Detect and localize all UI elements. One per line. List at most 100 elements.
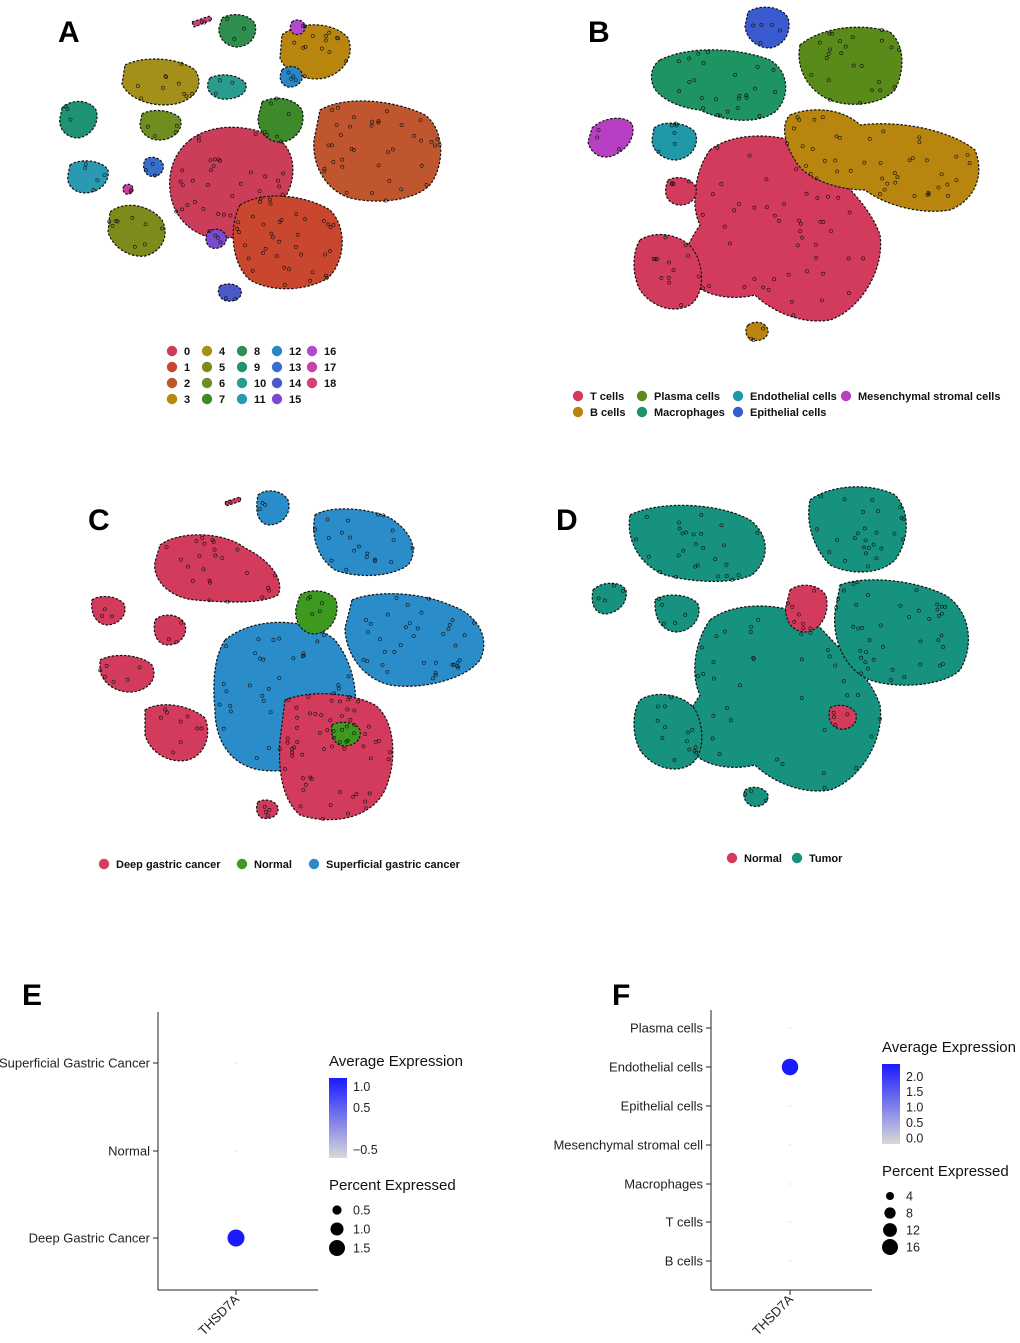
- cell-dot: [777, 218, 781, 223]
- cell-dot: [373, 739, 378, 744]
- cell-dot: [457, 658, 462, 663]
- cell-dot: [68, 117, 73, 122]
- deep-cluster-h: [224, 496, 242, 507]
- cell-dot: [300, 776, 305, 781]
- cell-dot: [808, 626, 813, 631]
- cell-dot: [132, 244, 137, 249]
- cell-dot: [216, 235, 220, 240]
- cell-dot: [419, 610, 424, 615]
- cell-dot: [385, 612, 390, 617]
- cell-dot: [602, 598, 607, 603]
- cell-dot: [612, 583, 616, 588]
- panel-c-label: C: [88, 504, 110, 537]
- cell-dot: [258, 656, 263, 661]
- legend-label-1-3: Macrophages: [654, 407, 725, 419]
- cell-dot: [209, 168, 213, 173]
- legend-label-0-10: 10: [254, 378, 266, 390]
- cell-dot: [143, 222, 148, 227]
- cell-dot: [322, 747, 326, 751]
- cell-dot: [257, 199, 262, 204]
- cell-dot: [936, 638, 941, 643]
- cell-dot: [383, 198, 388, 203]
- cell-dot: [634, 537, 638, 542]
- cell-dot: [827, 31, 832, 36]
- cell-dot: [328, 718, 333, 723]
- legend-key-0-10: [236, 377, 248, 389]
- cell-dot: [842, 588, 846, 593]
- cell-dot: [939, 172, 944, 177]
- cell-dot: [701, 61, 706, 65]
- cell-dot: [686, 179, 691, 184]
- cell-dot: [228, 709, 233, 714]
- cell-dot: [294, 245, 298, 249]
- legend-label-0-6: 6: [219, 378, 225, 390]
- cell-dot: [195, 726, 200, 731]
- superficial-cluster-d: [256, 490, 290, 526]
- cell-dot: [391, 538, 396, 543]
- cell-dot: [829, 229, 833, 234]
- cell-dot: [752, 277, 757, 281]
- cell-dot: [772, 277, 777, 282]
- cell-dot: [313, 712, 318, 716]
- y-tick-label: Normal: [108, 1144, 150, 1159]
- cell-dot: [927, 617, 932, 621]
- cell-dot: [845, 693, 850, 698]
- cell-dot: [946, 193, 950, 198]
- cell-dot: [693, 564, 698, 569]
- cell-dot: [339, 530, 344, 535]
- cell-dot: [701, 106, 706, 111]
- cell-dot: [344, 724, 349, 729]
- cell-dot: [691, 532, 696, 537]
- size-legend-key: [330, 1222, 344, 1236]
- dot-plasma-cells: [789, 1027, 791, 1029]
- cell-dot: [378, 637, 383, 641]
- legend-key-0-18: [306, 377, 318, 389]
- cell-dot: [451, 663, 456, 667]
- cell-dot: [373, 559, 377, 563]
- cell-dot: [941, 662, 945, 666]
- cell-dot: [363, 799, 367, 804]
- cell-dot: [372, 557, 377, 562]
- deep-cluster-c: [99, 654, 155, 693]
- cell-dot: [646, 554, 651, 559]
- size-legend-key: [884, 1207, 896, 1219]
- cell-dot: [407, 621, 412, 626]
- cell-dot: [926, 192, 931, 197]
- cell-dot: [880, 28, 884, 33]
- panel-b-legend: T cells B cells Plasma cells Macrophages End…: [572, 390, 1000, 419]
- cell-dot: [722, 543, 726, 548]
- cluster-10-blob: [207, 74, 247, 100]
- cell-dot: [797, 117, 802, 122]
- cell-dot: [292, 745, 296, 750]
- color-legend-tick: 1.0: [906, 1101, 923, 1115]
- cell-dot: [137, 665, 142, 670]
- dot-macrophages: [789, 1183, 791, 1185]
- cell-dot: [902, 675, 907, 680]
- cluster-2-blob: [313, 100, 442, 202]
- cell-dot: [403, 625, 408, 630]
- cluster-4-blob: [121, 58, 200, 106]
- cell-dot: [954, 178, 959, 183]
- cell-dot: [260, 693, 265, 698]
- cell-dot: [433, 670, 438, 675]
- cell-dot: [472, 620, 476, 625]
- cell-dot: [357, 544, 361, 549]
- cell-dot: [83, 166, 88, 171]
- cell-dot: [871, 542, 876, 547]
- cell-dot: [833, 663, 838, 668]
- color-legend-title: Average Expression: [329, 1053, 463, 1070]
- cell-dot: [338, 132, 343, 137]
- cell-dot: [434, 660, 438, 665]
- cell-dot: [216, 212, 221, 216]
- cell-dot: [104, 664, 109, 668]
- cell-dot: [337, 740, 342, 745]
- cell-dot: [874, 556, 879, 561]
- legend-key-1-5: [732, 406, 744, 418]
- cell-dot: [880, 38, 884, 43]
- cell-dot: [838, 39, 842, 43]
- cell-dot: [859, 655, 864, 660]
- legend-key-2-1: [236, 858, 248, 870]
- cell-dot: [833, 158, 838, 163]
